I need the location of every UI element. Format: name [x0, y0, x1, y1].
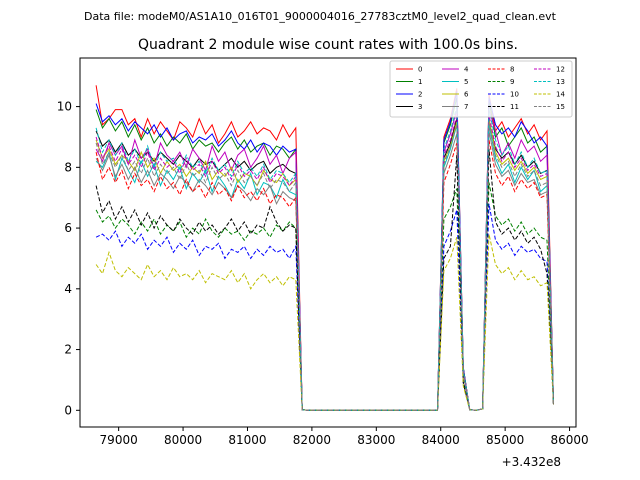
- x-tick-label: 84000: [422, 433, 460, 447]
- series-line-3: [95, 118, 554, 411]
- legend-label-2: 2: [418, 91, 422, 99]
- legend-label-11: 11: [510, 103, 519, 111]
- y-tick-label: 8: [64, 160, 72, 174]
- x-offset-label: +3.432e8: [502, 455, 561, 469]
- series-line-2: [95, 91, 554, 411]
- series-line-6: [95, 118, 554, 411]
- series-line-0: [95, 85, 554, 411]
- series-line-15: [95, 121, 554, 411]
- legend-label-15: 15: [556, 103, 565, 111]
- series-line-12: [95, 115, 554, 411]
- x-tick-label: 83000: [357, 433, 395, 447]
- series-line-5: [95, 124, 554, 411]
- series-lines: [95, 85, 554, 411]
- y-tick-label: 6: [64, 221, 72, 235]
- legend-label-14: 14: [556, 91, 565, 99]
- chart-suptitle: Data file: modeM0/AS1A10_016T01_90000040…: [84, 10, 557, 23]
- legend-label-7: 7: [464, 103, 468, 111]
- x-tick-label: 86000: [550, 433, 588, 447]
- legend-label-9: 9: [510, 78, 514, 86]
- legend-label-12: 12: [556, 66, 565, 74]
- x-tick-label: 79000: [100, 433, 138, 447]
- legend-label-0: 0: [418, 66, 422, 74]
- series-line-1: [95, 97, 554, 411]
- x-tick-label: 80000: [164, 433, 202, 447]
- legend-label-4: 4: [464, 66, 469, 74]
- y-tick-label: 4: [64, 282, 72, 296]
- y-tick-label: 2: [64, 343, 72, 357]
- plot-area-frame: [79, 57, 577, 428]
- series-line-13: [95, 106, 554, 411]
- series-line-4: [95, 109, 554, 411]
- x-axis: 79000 80000 81000 82000 83000 84000 85000 86000: [100, 427, 589, 447]
- legend-label-13: 13: [556, 78, 565, 86]
- x-tick-label: 82000: [293, 433, 331, 447]
- x-tick-label: 85000: [486, 433, 524, 447]
- legend-label-6: 6: [464, 91, 469, 99]
- y-axis: 0 2 4 6 8 10: [57, 100, 80, 417]
- series-line-7: [95, 130, 554, 411]
- chart-title: Quadrant 2 module wise count rates with …: [138, 37, 518, 53]
- legend-label-10: 10: [510, 91, 519, 99]
- legend-label-3: 3: [418, 103, 422, 111]
- legend-box: [389, 60, 573, 118]
- legend-label-8: 8: [510, 66, 514, 74]
- legend-label-1: 1: [418, 78, 422, 86]
- x-tick-label: 81000: [228, 433, 266, 447]
- y-tick-label: 0: [64, 403, 72, 417]
- legend-label-5: 5: [464, 78, 468, 86]
- y-tick-label: 10: [57, 100, 72, 114]
